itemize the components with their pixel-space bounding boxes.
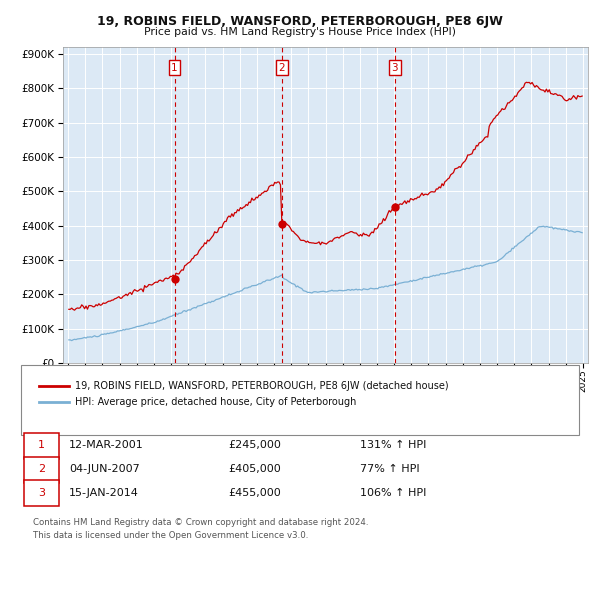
Text: 131% ↑ HPI: 131% ↑ HPI bbox=[360, 441, 427, 450]
Text: Price paid vs. HM Land Registry's House Price Index (HPI): Price paid vs. HM Land Registry's House … bbox=[144, 27, 456, 37]
Text: 2: 2 bbox=[278, 63, 285, 73]
Text: 3: 3 bbox=[38, 488, 45, 497]
Text: £245,000: £245,000 bbox=[228, 441, 281, 450]
Text: 15-JAN-2014: 15-JAN-2014 bbox=[69, 488, 139, 497]
Text: 04-JUN-2007: 04-JUN-2007 bbox=[69, 464, 140, 474]
Text: £455,000: £455,000 bbox=[228, 488, 281, 497]
Text: 19, ROBINS FIELD, WANSFORD, PETERBOROUGH, PE8 6JW (detached house): 19, ROBINS FIELD, WANSFORD, PETERBOROUGH… bbox=[75, 382, 449, 391]
Text: 106% ↑ HPI: 106% ↑ HPI bbox=[360, 488, 427, 497]
Text: 12-MAR-2001: 12-MAR-2001 bbox=[69, 441, 144, 450]
Text: 1: 1 bbox=[171, 63, 178, 73]
Text: 77% ↑ HPI: 77% ↑ HPI bbox=[360, 464, 419, 474]
Text: 1: 1 bbox=[38, 441, 45, 450]
Text: £405,000: £405,000 bbox=[228, 464, 281, 474]
Text: HPI: Average price, detached house, City of Peterborough: HPI: Average price, detached house, City… bbox=[75, 398, 356, 407]
Text: This data is licensed under the Open Government Licence v3.0.: This data is licensed under the Open Gov… bbox=[33, 531, 308, 540]
Text: 2: 2 bbox=[38, 464, 45, 474]
Text: 19, ROBINS FIELD, WANSFORD, PETERBOROUGH, PE8 6JW: 19, ROBINS FIELD, WANSFORD, PETERBOROUGH… bbox=[97, 15, 503, 28]
Text: 3: 3 bbox=[392, 63, 398, 73]
Text: Contains HM Land Registry data © Crown copyright and database right 2024.: Contains HM Land Registry data © Crown c… bbox=[33, 518, 368, 527]
